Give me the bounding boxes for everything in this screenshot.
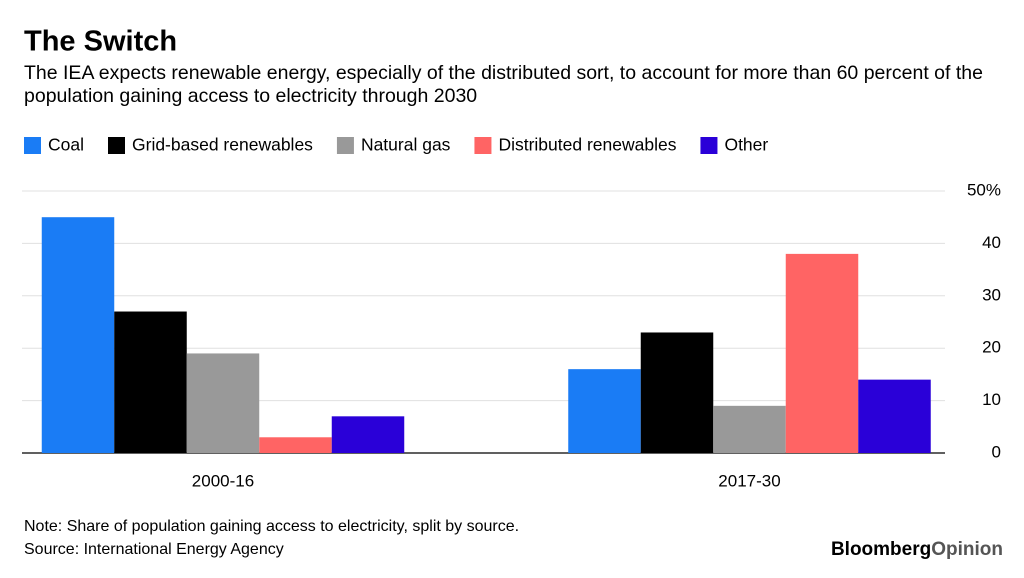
bar [858,379,931,453]
bar [114,311,187,453]
bar [186,353,260,453]
legend-swatch [474,137,492,154]
legend-label: Grid-based renewables [132,135,313,155]
legend-swatch [24,137,41,154]
x-tick-label: 2017-30 [718,471,780,490]
chart-subtitle: The IEA expects renewable energy, especi… [24,62,983,107]
bar [568,369,641,453]
bar [259,437,332,453]
bar [41,217,115,453]
legend-swatch [108,137,125,154]
legend-label: Natural gas [361,135,451,155]
y-tick-label: 10 [982,390,1001,409]
bar [331,416,405,453]
x-tick-label: 2000-16 [192,471,254,490]
y-tick-label: 0 [992,442,1001,461]
note: Note: Share of population gaining access… [24,518,519,535]
legend-swatch [700,137,718,154]
bar [713,405,786,453]
y-tick-label: 50% [967,180,1001,199]
logo-brand: Bloomberg [831,539,931,560]
bar [785,253,859,453]
source: Source: International Energy Agency [24,541,284,558]
legend-label: Distributed renewables [498,135,676,155]
legend-label: Coal [48,135,84,155]
logo: BloombergOpinion [831,539,1003,560]
y-tick-label: 30 [982,285,1001,304]
y-tick-label: 40 [982,233,1001,252]
legend-swatch [336,137,354,154]
y-tick-label: 20 [982,338,1001,357]
subtitle-box: The IEA expects renewable energy, especi… [24,62,983,107]
bar [640,332,714,453]
logo-section: Opinion [931,539,1003,560]
legend-label: Other [724,135,768,155]
chart-title: The Switch [24,26,177,58]
legend: Coal Grid-based renewables Natural gas Dist… [24,135,768,155]
